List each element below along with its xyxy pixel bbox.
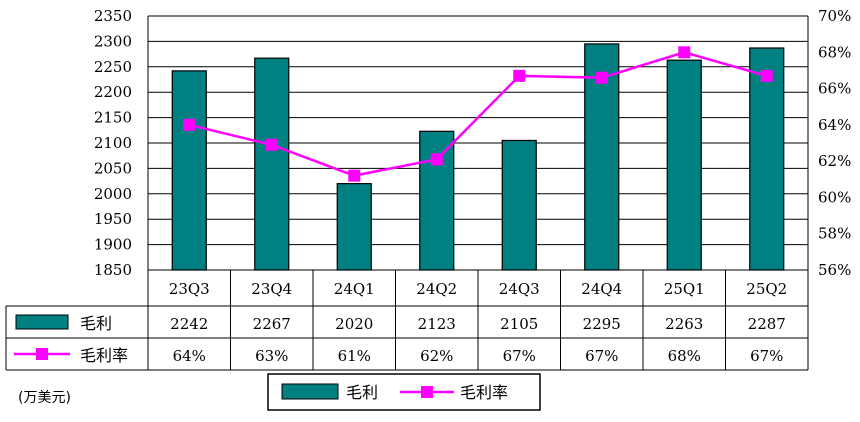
y-tick-label: 1900	[94, 236, 132, 254]
table-value-margin: 68%	[668, 347, 701, 365]
table-value-margin: 63%	[255, 347, 288, 365]
x-tick-label: 25Q1	[664, 280, 705, 298]
line-marker	[348, 169, 361, 182]
x-tick-label: 23Q4	[251, 280, 292, 298]
line-marker	[760, 69, 773, 82]
legend-label: 毛利率	[460, 383, 508, 402]
table-key-marker	[36, 348, 48, 360]
y-tick-label: 2350	[94, 7, 132, 25]
table-value-gross-profit: 2287	[748, 315, 786, 333]
line-marker	[678, 46, 691, 59]
line-marker	[595, 71, 608, 84]
x-tick-label: 24Q2	[416, 280, 457, 298]
bar	[501, 139, 537, 271]
table-value-gross-profit: 2105	[500, 315, 538, 333]
x-tick-label: 24Q1	[334, 280, 375, 298]
bar	[171, 70, 207, 271]
y2-tick-label: 66%	[818, 80, 851, 98]
table-value-gross-profit: 2123	[418, 315, 456, 333]
x-tick-label: 24Q3	[499, 280, 540, 298]
line-marker	[430, 153, 443, 166]
y2-tick-label: 68%	[818, 43, 851, 61]
y-tick-label: 1850	[94, 261, 132, 279]
table-value-margin: 62%	[420, 347, 453, 365]
y-tick-label: 2250	[94, 58, 132, 76]
line-series	[188, 50, 768, 177]
y-tick-label: 2100	[94, 134, 132, 152]
table-row-label: 毛利率	[80, 346, 128, 365]
y2-tick-label: 58%	[818, 225, 851, 243]
line-marker	[265, 138, 278, 151]
bar	[254, 57, 290, 271]
table-value-gross-profit: 2242	[170, 315, 208, 333]
y-tick-label: 1950	[94, 210, 132, 228]
bar	[336, 183, 372, 271]
table-value-gross-profit: 2263	[665, 315, 703, 333]
table-value-gross-profit: 2267	[253, 315, 291, 333]
x-tick-label: 24Q4	[581, 280, 622, 298]
table-value-gross-profit: 2295	[583, 315, 621, 333]
bar	[666, 59, 702, 271]
y2-tick-label: 64%	[818, 116, 851, 134]
bar	[419, 130, 455, 271]
table-value-margin: 61%	[338, 347, 371, 365]
y-tick-label: 2200	[94, 83, 132, 101]
legend-label: 毛利	[346, 383, 378, 402]
y-tick-label: 2000	[94, 185, 132, 203]
table-row-label: 毛利	[80, 314, 112, 333]
line-marker	[513, 69, 526, 82]
table-value-gross-profit: 2020	[335, 315, 373, 333]
table-key-bar	[15, 314, 69, 330]
table-value-margin: 67%	[750, 347, 783, 365]
bar	[749, 47, 785, 271]
table-value-margin: 67%	[585, 347, 618, 365]
table-value-margin: 67%	[503, 347, 536, 365]
table-value-margin: 64%	[173, 347, 206, 365]
legend-key-bar	[281, 383, 339, 400]
legend-key-marker	[421, 386, 433, 398]
x-tick-label: 23Q3	[169, 280, 210, 298]
y-tick-label: 2050	[94, 159, 132, 177]
y2-tick-label: 70%	[818, 7, 851, 25]
y2-tick-label: 56%	[818, 261, 851, 279]
y2-tick-label: 60%	[818, 188, 851, 206]
x-tick-label: 25Q2	[746, 280, 787, 298]
y-tick-label: 2300	[94, 32, 132, 50]
unit-label: (万美元)	[18, 390, 71, 406]
y-tick-label: 2150	[94, 109, 132, 127]
y2-tick-label: 62%	[818, 152, 851, 170]
line-marker	[183, 118, 196, 131]
